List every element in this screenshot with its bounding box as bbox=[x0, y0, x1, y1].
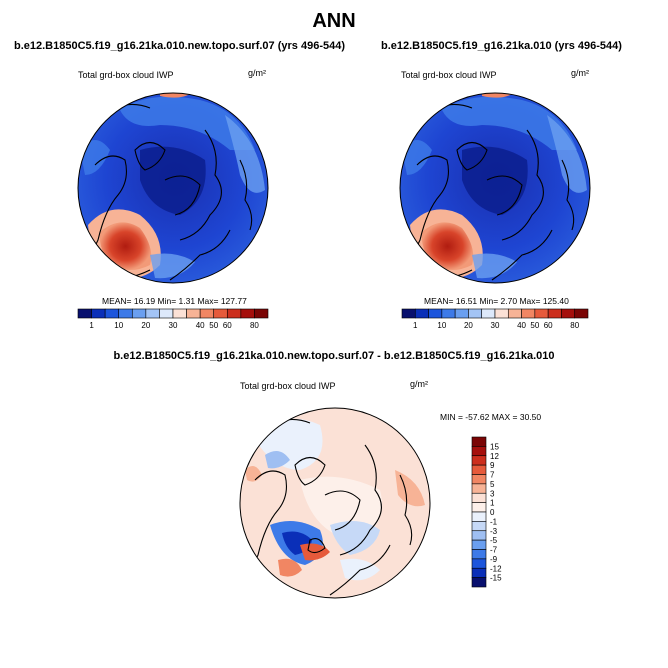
diff-colorbar-swatch bbox=[471, 464, 487, 475]
right-colorbar-tick-label: 30 bbox=[491, 321, 500, 330]
right-colorbar-tick-label: 80 bbox=[570, 321, 579, 330]
left-colorbar-tick-label: 20 bbox=[141, 321, 150, 330]
diff-units-label: g/m² bbox=[410, 379, 428, 389]
right-colorbar-swatch bbox=[428, 308, 443, 319]
left-colorbar-tick-label: 40 bbox=[196, 321, 205, 330]
diff-colorbar-tick-label: -1 bbox=[490, 517, 498, 526]
diff-colorbar-swatch bbox=[471, 549, 487, 560]
right-colorbar-tick-label: 50 bbox=[530, 321, 539, 330]
diff-panel-title: b.e12.B1850C5.f19_g16.21ka.010.new.topo.… bbox=[113, 350, 555, 362]
left-colorbar-swatch bbox=[240, 308, 255, 319]
left-colorbar-tick-label: 10 bbox=[114, 321, 123, 330]
right-colorbar-swatch bbox=[534, 308, 549, 319]
diff-colorbar-tick-label: 3 bbox=[490, 489, 495, 498]
diff-stats: MIN = -57.62 MAX = 30.50 bbox=[440, 412, 542, 422]
left-colorbar-tick-label: 50 bbox=[209, 321, 218, 330]
right-colorbar-swatch bbox=[521, 308, 536, 319]
right-colorbar: 1 10 20 30 40 50 60 80 bbox=[401, 308, 589, 330]
diff-colorbar-tick-label: -15 bbox=[490, 574, 502, 583]
diff-colorbar-tick-label: 5 bbox=[490, 480, 495, 489]
left-variable-label: Total grd-box cloud IWP bbox=[78, 70, 174, 80]
right-colorbar-swatch bbox=[468, 308, 483, 319]
right-colorbar-swatch bbox=[454, 308, 469, 319]
right-colorbar-tick-label: 1 bbox=[413, 321, 418, 330]
right-colorbar-swatch bbox=[481, 308, 496, 319]
left-colorbar-swatch bbox=[131, 308, 147, 319]
right-colorbar-swatch bbox=[561, 308, 576, 319]
right-colorbar-tick-label: 20 bbox=[464, 321, 473, 330]
left-panel-title: b.e12.B1850C5.f19_g16.21ka.010.new.topo.… bbox=[14, 40, 345, 52]
right-colorbar-tick-label: 10 bbox=[437, 321, 446, 330]
left-colorbar: 1 10 20 30 40 50 60 80 bbox=[77, 308, 269, 330]
left-stats: MEAN= 16.19 Min= 1.31 Max= 127.77 bbox=[102, 296, 247, 306]
left-colorbar-swatch bbox=[226, 308, 242, 319]
left-colorbar-swatch bbox=[118, 308, 133, 319]
left-units-label: g/m² bbox=[248, 68, 266, 78]
page-title: ANN bbox=[312, 10, 356, 32]
diff-colorbar-tick-label: 15 bbox=[490, 442, 499, 451]
diff-colorbar-tick-label: -7 bbox=[490, 546, 498, 555]
diff-colorbar-swatch bbox=[471, 567, 487, 578]
diff-colorbar-swatch bbox=[471, 511, 487, 522]
diff-colorbar-tick-label: 1 bbox=[490, 499, 495, 508]
diff-colorbar-swatch bbox=[471, 492, 487, 503]
left-colorbar-tick-label: 30 bbox=[169, 321, 178, 330]
left-colorbar-tick-label: 80 bbox=[250, 321, 259, 330]
left-colorbar-swatch bbox=[213, 308, 228, 319]
left-colorbar-tick-label: 1 bbox=[89, 321, 94, 330]
left-colorbar-swatch bbox=[186, 308, 201, 319]
right-panel-title: b.e12.B1850C5.f19_g16.21ka.010 (yrs 496-… bbox=[381, 40, 622, 52]
diff-colorbar-tick-label: -12 bbox=[490, 564, 502, 573]
left-colorbar-swatch bbox=[104, 308, 120, 319]
right-colorbar-swatch bbox=[441, 308, 456, 319]
right-colorbar-swatch bbox=[401, 308, 416, 319]
diff-colorbar-swatch bbox=[471, 577, 487, 588]
diff-colorbar-swatch bbox=[471, 558, 487, 569]
left-colorbar-swatch bbox=[159, 308, 174, 319]
right-map bbox=[400, 93, 590, 283]
right-colorbar-swatch bbox=[494, 308, 509, 319]
diff-colorbar-swatch bbox=[471, 436, 487, 447]
right-colorbar-swatch bbox=[574, 308, 589, 319]
right-variable-label: Total grd-box cloud IWP bbox=[401, 70, 497, 80]
left-colorbar-swatch bbox=[91, 308, 106, 319]
diff-variable-label: Total grd-box cloud IWP bbox=[240, 381, 336, 391]
diff-colorbar-swatch bbox=[471, 455, 487, 466]
diff-colorbar-tick-label: 9 bbox=[490, 461, 495, 470]
right-stats: MEAN= 16.51 Min= 2.70 Max= 125.40 bbox=[424, 296, 569, 306]
diff-colorbar-tick-label: 0 bbox=[490, 508, 495, 517]
diff-colorbar-tick-label: 12 bbox=[490, 452, 499, 461]
right-colorbar-swatch bbox=[547, 308, 562, 319]
diff-colorbar-swatch bbox=[471, 446, 487, 457]
diff-colorbar-tick-label: -5 bbox=[490, 536, 498, 545]
left-colorbar-swatch bbox=[77, 308, 92, 319]
left-colorbar-swatch bbox=[172, 308, 187, 319]
diff-colorbar-tick-label: -9 bbox=[490, 555, 498, 564]
diff-colorbar-tick-label: 7 bbox=[490, 471, 495, 480]
right-colorbar-swatch bbox=[414, 308, 429, 319]
diff-colorbar-swatch bbox=[471, 474, 487, 485]
diff-colorbar-tick-label: -3 bbox=[490, 527, 498, 536]
diff-map bbox=[240, 408, 430, 598]
diff-colorbar-swatch bbox=[471, 521, 487, 532]
right-units-label: g/m² bbox=[571, 68, 589, 78]
left-colorbar-swatch bbox=[199, 308, 215, 319]
right-colorbar-tick-label: 40 bbox=[517, 321, 526, 330]
left-colorbar-swatch bbox=[254, 308, 269, 319]
diff-colorbar-swatch bbox=[471, 530, 487, 541]
diff-colorbar-swatch bbox=[471, 539, 487, 550]
right-colorbar-tick-label: 60 bbox=[544, 321, 553, 330]
diff-colorbar-swatch bbox=[471, 483, 487, 494]
diff-colorbar-swatch bbox=[471, 502, 487, 513]
left-colorbar-tick-label: 60 bbox=[223, 321, 232, 330]
left-map bbox=[78, 93, 268, 283]
right-colorbar-swatch bbox=[507, 308, 522, 319]
left-colorbar-swatch bbox=[145, 308, 160, 319]
